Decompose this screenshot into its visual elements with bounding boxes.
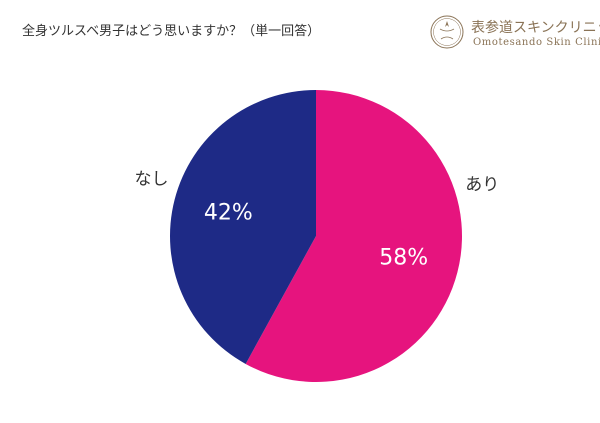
slice-name-label-1: なし [134,169,168,189]
chart-title: 全身ツルスベ男子はどう思いますか？（単一回答） [22,24,321,39]
logo-name: 表参道スキンクリニック [471,20,600,36]
clinic-logo: 表参道スキンクリニック Omotesando Skin Clinic [429,14,600,54]
pie-slice-1 [170,90,316,364]
slice-percent-label-1: 42% [204,200,253,225]
slice-percent-label-0: 58% [379,246,428,271]
logo-subtitle: Omotesando Skin Clinic [473,37,600,48]
slice-name-label-0: あり [465,175,499,195]
pie-slice-0 [245,90,463,382]
logo-emblem-icon [430,15,464,49]
